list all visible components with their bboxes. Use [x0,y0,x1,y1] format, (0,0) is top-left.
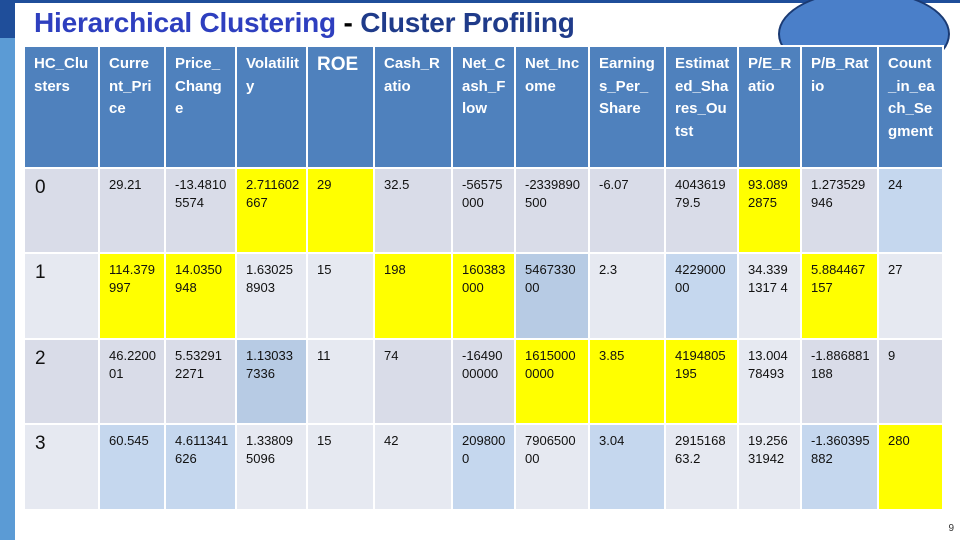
accent-bar-side [0,38,15,540]
table-header-row: HC_Clusters Current_Price Price_Change V… [23,45,944,169]
table-row: 3 60.545 4.611341626 1.338095096 15 42 2… [23,423,944,511]
table-cell: -1649000000 [451,338,516,425]
table-cell: 42 [373,423,453,511]
table-cell: 15 [306,423,375,511]
table-cell: 291516863.2 [664,423,739,511]
table-cell: 404361979.5 [664,167,739,254]
column-header: HC_Clusters [23,45,100,169]
column-header: Earnings_Per_Share [588,45,666,169]
table-cell-highlighted: 2.711602667 [235,167,308,254]
table-cell: 11 [306,338,375,425]
table-cell: 27 [877,252,944,340]
table-cell-highlighted: 114.379997 [98,252,166,340]
table-cell: 2.3 [588,252,666,340]
table-cell: -2339890500 [514,167,590,254]
table-cell: 1.130337336 [235,338,308,425]
table-cell-highlighted: 280 [877,423,944,511]
table-cell: 15 [306,252,375,340]
column-header: Cash_Ratio [373,45,453,169]
table-cell: 2 [23,338,100,425]
table-cell: 60.545 [98,423,166,511]
column-header: P/B_Ratio [800,45,879,169]
cluster-profile-table: HC_Clusters Current_Price Price_Change V… [23,45,944,511]
table-cell: 1.630258903 [235,252,308,340]
table-cell: 32.5 [373,167,453,254]
table-cell: -1.886881188 [800,338,879,425]
table-row: 0 29.21 -13.48105574 2.711602667 29 32.5… [23,167,944,254]
table-cell: 1.338095096 [235,423,308,511]
table-cell-highlighted: 3.85 [588,338,666,425]
table-cell: -56575000 [451,167,516,254]
table-cell-highlighted: 14.0350948 [164,252,237,340]
table-cell: 546733000 [514,252,590,340]
table-cell-highlighted: 16150000000 [514,338,590,425]
table-cell: 3.04 [588,423,666,511]
column-header: Net_Cash_Flow [451,45,516,169]
table-cell-highlighted: 198 [373,252,453,340]
column-header: Price_Change [164,45,237,169]
table-cell-highlighted: 93.0892875 [737,167,802,254]
table-cell: 1.273529946 [800,167,879,254]
table-cell: -6.07 [588,167,666,254]
accent-bar-top [0,0,15,38]
table-row: 2 46.220001 5.532912271 1.130337336 11 7… [23,338,944,425]
table-cell: -1.360395882 [800,423,879,511]
table-cell-highlighted: 160383000 [451,252,516,340]
column-header: Current_Price [98,45,166,169]
accent-band-top [15,0,960,3]
table-cell: 46.220001 [98,338,166,425]
table-cell: 5.532912271 [164,338,237,425]
table-cell: 422900000 [664,252,739,340]
table-cell: 29.21 [98,167,166,254]
column-header: ROE [306,45,375,169]
table-cell: 9 [877,338,944,425]
table-cell: 1 [23,252,100,340]
table-cell: 24 [877,167,944,254]
table-cell: 2098000 [451,423,516,511]
table-cell: 790650000 [514,423,590,511]
title-separator: - [335,7,361,38]
column-header: Estimated_Shares_Outst [664,45,739,169]
title-part-1: Hierarchical Clustering [34,7,336,38]
table-cell: 0 [23,167,100,254]
table-cell-highlighted: 5.884467157 [800,252,879,340]
table-row: 1 114.379997 14.0350948 1.630258903 15 1… [23,252,944,340]
column-header: Volatility [235,45,308,169]
column-header: P/E_Ratio [737,45,802,169]
table-cell-highlighted: 29 [306,167,375,254]
title-part-2: Cluster Profiling [360,7,575,38]
slide-title: Hierarchical Clustering - Cluster Profil… [34,7,575,39]
table-cell-highlighted: 4194805195 [664,338,739,425]
slide-number: 9 [948,523,954,534]
table-cell: 3 [23,423,100,511]
table-cell: 74 [373,338,453,425]
table-cell: 34.3391317 4 [737,252,802,340]
table-cell: 4.611341626 [164,423,237,511]
column-header: Net_Income [514,45,590,169]
table-cell: 13.00478493 [737,338,802,425]
column-header: Count_in_each_Segment [877,45,944,169]
table-cell: -13.48105574 [164,167,237,254]
table-cell: 19.25631942 [737,423,802,511]
